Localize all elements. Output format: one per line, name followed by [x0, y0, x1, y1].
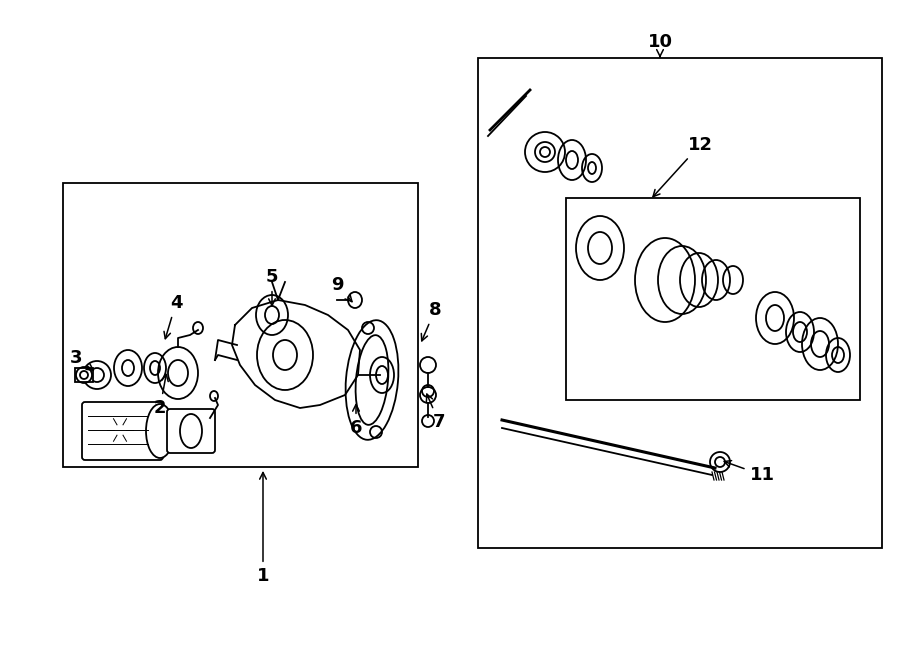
Text: 2: 2 [154, 374, 168, 417]
Text: 6: 6 [350, 405, 362, 437]
Bar [478, 58, 882, 548]
Text: 11: 11 [724, 461, 775, 484]
Ellipse shape [180, 414, 202, 448]
Bar [63, 183, 418, 467]
Ellipse shape [146, 404, 174, 458]
Ellipse shape [370, 357, 394, 393]
Text: 9: 9 [331, 276, 352, 301]
Text: 12: 12 [653, 136, 713, 197]
Text: 8: 8 [421, 301, 441, 341]
Ellipse shape [540, 147, 550, 157]
Text: 10: 10 [647, 33, 672, 57]
Text: 1: 1 [256, 473, 269, 585]
Text: 5: 5 [266, 268, 278, 305]
FancyBboxPatch shape [167, 409, 215, 453]
Bar [75, 368, 93, 382]
Text: 7: 7 [427, 394, 446, 431]
Bar [566, 198, 860, 400]
FancyBboxPatch shape [82, 402, 163, 460]
Text: 4: 4 [164, 294, 182, 338]
Text: 3: 3 [70, 349, 94, 370]
